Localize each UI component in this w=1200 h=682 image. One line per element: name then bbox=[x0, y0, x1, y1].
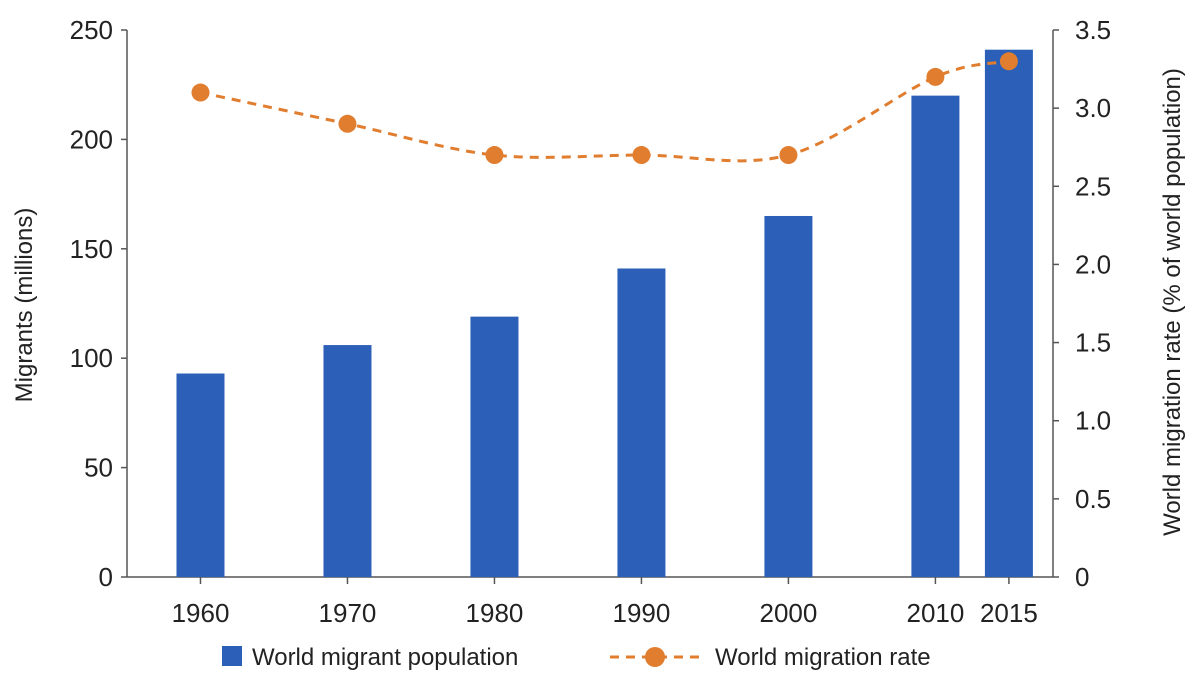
y-tick-label: 100 bbox=[70, 343, 113, 373]
y2-tick-label: 0.5 bbox=[1075, 484, 1111, 514]
y-axis-title: Migrants (millions) bbox=[11, 208, 38, 403]
x-tick-label: 1960 bbox=[172, 598, 230, 628]
legend-bar-swatch bbox=[222, 646, 242, 666]
bar-2015 bbox=[984, 49, 1033, 577]
legend-bar-label: World migrant population bbox=[252, 644, 518, 671]
bar-2000 bbox=[764, 215, 813, 578]
legend-line-label: World migration rate bbox=[715, 644, 931, 671]
y2-tick-label: 0 bbox=[1075, 562, 1089, 592]
rate-point-1970 bbox=[338, 114, 357, 133]
y2-tick-label: 3.5 bbox=[1075, 15, 1111, 45]
y2-tick-label: 3.0 bbox=[1075, 93, 1111, 123]
y-tick-label: 200 bbox=[70, 124, 113, 154]
y2-axis-title: World migration rate (% of world populat… bbox=[1159, 68, 1186, 536]
x-tick-label: 1980 bbox=[466, 598, 524, 628]
bar-1970 bbox=[323, 345, 372, 577]
migration-rate-path bbox=[200, 59, 1010, 163]
y-tick-label: 150 bbox=[70, 234, 113, 264]
legend-line-marker bbox=[645, 647, 665, 667]
bar-1990 bbox=[617, 268, 666, 577]
y-tick-label: 0 bbox=[99, 562, 113, 592]
y2-tick-label: 1.5 bbox=[1075, 328, 1111, 358]
y-tick-label: 50 bbox=[84, 453, 113, 483]
x-tick-label: 2015 bbox=[980, 598, 1038, 628]
y-tick-label: 250 bbox=[70, 15, 113, 45]
legend: World migrant population World migration… bbox=[222, 644, 931, 671]
rate-point-1990 bbox=[632, 146, 651, 165]
bar-2010 bbox=[911, 95, 960, 577]
bars bbox=[176, 49, 1033, 578]
rate-point-1960 bbox=[191, 83, 210, 102]
right-axis: 0 0.5 1.0 1.5 2.0 2.5 3.0 3.5 bbox=[1053, 15, 1111, 592]
x-tick-label: 1970 bbox=[319, 598, 377, 628]
bar-1960 bbox=[176, 373, 225, 577]
rate-point-2015 bbox=[999, 52, 1018, 71]
y2-tick-label: 2.5 bbox=[1075, 171, 1111, 201]
rate-point-1980 bbox=[485, 146, 504, 165]
x-tick-label: 2010 bbox=[906, 598, 964, 628]
x-tick-label: 1990 bbox=[613, 598, 671, 628]
plot-area bbox=[126, 30, 1054, 578]
x-tick-label: 2000 bbox=[760, 598, 818, 628]
y2-tick-label: 2.0 bbox=[1075, 249, 1111, 279]
bar-1980 bbox=[470, 316, 519, 577]
y2-tick-label: 1.0 bbox=[1075, 406, 1111, 436]
rate-point-2010 bbox=[926, 67, 945, 86]
x-axis: 1960 1970 1980 1990 2000 2010 2015 bbox=[172, 577, 1038, 628]
left-axis: 0 50 100 150 200 250 bbox=[70, 15, 127, 592]
migration-rate-line bbox=[191, 52, 1018, 165]
rate-point-2000 bbox=[779, 146, 798, 165]
